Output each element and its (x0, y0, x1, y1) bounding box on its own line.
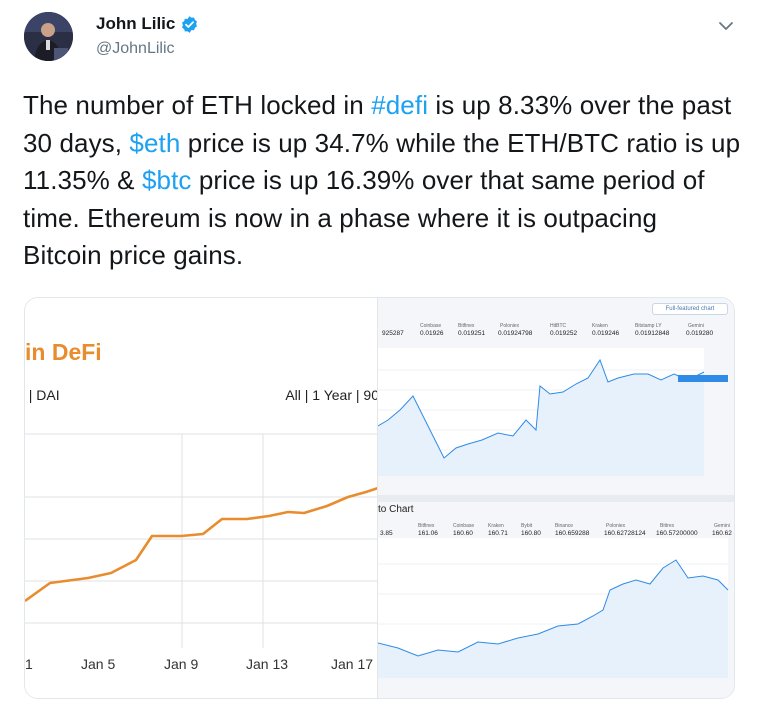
price-value: 160.659288 (555, 530, 590, 537)
price-charts-image[interactable]: Full-featured chart 925287 Coinbase 0.01… (377, 298, 734, 698)
price-value: 0.019251 (458, 330, 486, 337)
price-value: 925287 (382, 330, 404, 337)
chevron-down-icon[interactable] (716, 16, 736, 36)
verified-badge-icon (182, 15, 198, 33)
exchange-label: Coinbase (420, 323, 442, 329)
author-handle[interactable]: @JohnLilic (96, 40, 175, 57)
exchange-label: Kraken (488, 523, 504, 529)
exchange-label: Poloniex (500, 323, 520, 329)
tweet-text-segment: price is up 34.7% while the ETH/BTC rati… (23, 127, 741, 196)
cashtag-eth-link[interactable]: $eth (129, 127, 181, 158)
avatar[interactable] (24, 12, 73, 61)
price-value: 160.62728124 (604, 530, 646, 537)
tweet-text-segment: price is up 16.39% over that same period… (23, 165, 705, 270)
exchange-label: Bitfinex (418, 523, 435, 529)
price-value: 160.57200000 (656, 530, 698, 537)
exchange-label: Gemini (714, 523, 730, 529)
price-value: 0.019252 (550, 330, 578, 337)
tweet-text-segment: is up 8.33% over the past 30 days, (23, 90, 732, 158)
price-value: 160.62 (712, 530, 732, 537)
full-featured-chart-button[interactable]: Full-featured chart (652, 303, 728, 315)
exchange-label: Bitfinex (458, 323, 475, 329)
price-value: 0.01912848 (635, 330, 670, 337)
x-tick-label: Jan 5 (81, 656, 116, 672)
price-value: 0.01926 (420, 330, 444, 337)
price-value: 0.01924798 (498, 330, 533, 337)
author-name[interactable]: John Lilic (96, 14, 199, 34)
exchange-label: Binance (555, 523, 574, 529)
bottom-chart-title: to Chart (378, 504, 414, 515)
chart-separator (378, 495, 734, 502)
x-tick-label: Jan 17 (331, 656, 374, 672)
tweet-text-segment: The number of ETH locked in (23, 90, 372, 120)
exchange-label: Bittrex (660, 523, 675, 529)
price-value: 160.60 (453, 530, 473, 537)
defi-chart-image[interactable]: in DeFi : | DAI All | 1 Year | 90 D 1 Ja… (25, 298, 377, 698)
exchange-label: Gemini (688, 323, 704, 329)
tweet-text: The number of ETH locked in #defi is up … (23, 87, 743, 275)
hashtag-defi-link[interactable]: #defi (371, 90, 429, 120)
exchange-label: Coinbase (453, 523, 475, 529)
x-tick-label: 1 (25, 656, 33, 672)
defi-chart-title: in DeFi (25, 339, 102, 365)
defi-range-links: All | 1 Year | 90 D (285, 387, 377, 403)
exchange-label: Bybit (521, 523, 533, 529)
price-value: 3.85 (380, 530, 393, 537)
price-value: 161.06 (418, 530, 438, 537)
exchange-label: HitBTC (550, 323, 567, 329)
x-tick-label: Jan 9 (164, 656, 199, 672)
exchange-label: Kraken (592, 323, 608, 329)
price-value: 0.019246 (592, 330, 620, 337)
price-value: 0.019280 (686, 330, 714, 337)
defi-chart-filter: : | DAI (25, 387, 60, 403)
tweet-media[interactable]: in DeFi : | DAI All | 1 Year | 90 D 1 Ja… (24, 297, 735, 699)
defi-line-chart (25, 433, 377, 648)
cashtag-btc-link[interactable]: $btc (141, 165, 192, 195)
price-chart-lines (378, 348, 729, 678)
exchange-label: Poloniex (606, 523, 626, 529)
author-name-text[interactable]: John Lilic (96, 14, 176, 33)
exchange-label: Bitstamp LY (635, 323, 662, 329)
price-value: 160.71 (488, 530, 508, 537)
price-value: 160.80 (521, 530, 541, 537)
x-tick-label: Jan 13 (246, 656, 289, 672)
